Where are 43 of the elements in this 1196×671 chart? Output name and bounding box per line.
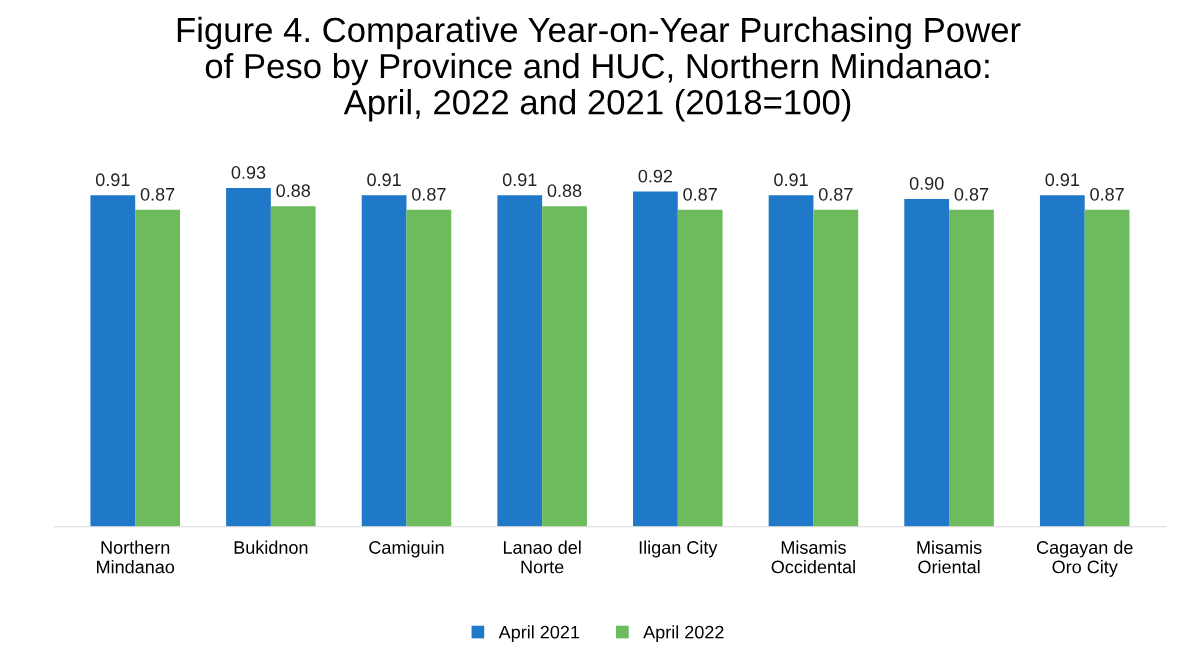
bar xyxy=(1084,209,1130,527)
x-tick-label: Misamis Oriental xyxy=(917,540,982,574)
x-tick-label: Bukidnon xyxy=(234,540,308,554)
bar xyxy=(90,195,136,527)
legend-label: April 2022 xyxy=(643,625,724,643)
data-label: 0.87 xyxy=(140,187,175,201)
data-label: 0.87 xyxy=(818,187,853,201)
bar xyxy=(135,209,180,527)
x-tick-label: Iligan City xyxy=(639,540,718,558)
bar xyxy=(904,198,950,527)
x-tick-label: Misamis Occidental xyxy=(771,540,855,574)
data-label: 0.87 xyxy=(954,187,989,201)
bar xyxy=(633,191,678,527)
bar xyxy=(677,209,723,527)
data-label: 0.91 xyxy=(1045,173,1080,187)
data-label: 0.92 xyxy=(638,169,673,183)
bar xyxy=(406,209,452,527)
bar xyxy=(497,195,543,527)
bar xyxy=(270,206,316,527)
data-label: 0.91 xyxy=(502,173,537,187)
legend-label: April 2021 xyxy=(498,625,580,643)
data-label: 0.87 xyxy=(412,187,446,201)
x-tick-label: Camiguin xyxy=(369,540,444,558)
bar xyxy=(226,187,271,527)
x-tick-label: Northern Mindanao xyxy=(97,540,175,574)
data-label: 0.87 xyxy=(1090,187,1124,201)
data-label: 0.93 xyxy=(231,166,266,179)
data-label: 0.91 xyxy=(95,173,130,187)
bar xyxy=(813,209,859,527)
data-label: 0.87 xyxy=(683,187,717,201)
data-label: 0.90 xyxy=(909,177,944,190)
data-label: 0.91 xyxy=(367,173,401,187)
bar xyxy=(949,209,994,527)
data-label: 0.88 xyxy=(547,184,582,198)
x-tick-label: Lanao del Norte xyxy=(503,540,581,574)
bar xyxy=(361,195,407,527)
x-tick-label: Cagayan de Oro City xyxy=(1036,540,1133,577)
bar xyxy=(768,195,814,527)
bar xyxy=(542,206,587,527)
chart-title: Figure 4. Comparative Year-on-Year Purchasing Power of Peso by Province and HUC, Northern Mindanao: April, 2022 and 2021 (2018=100) xyxy=(177,16,1021,122)
bar xyxy=(1039,195,1085,527)
data-label: 0.88 xyxy=(276,184,311,198)
data-label: 0.91 xyxy=(774,173,808,187)
